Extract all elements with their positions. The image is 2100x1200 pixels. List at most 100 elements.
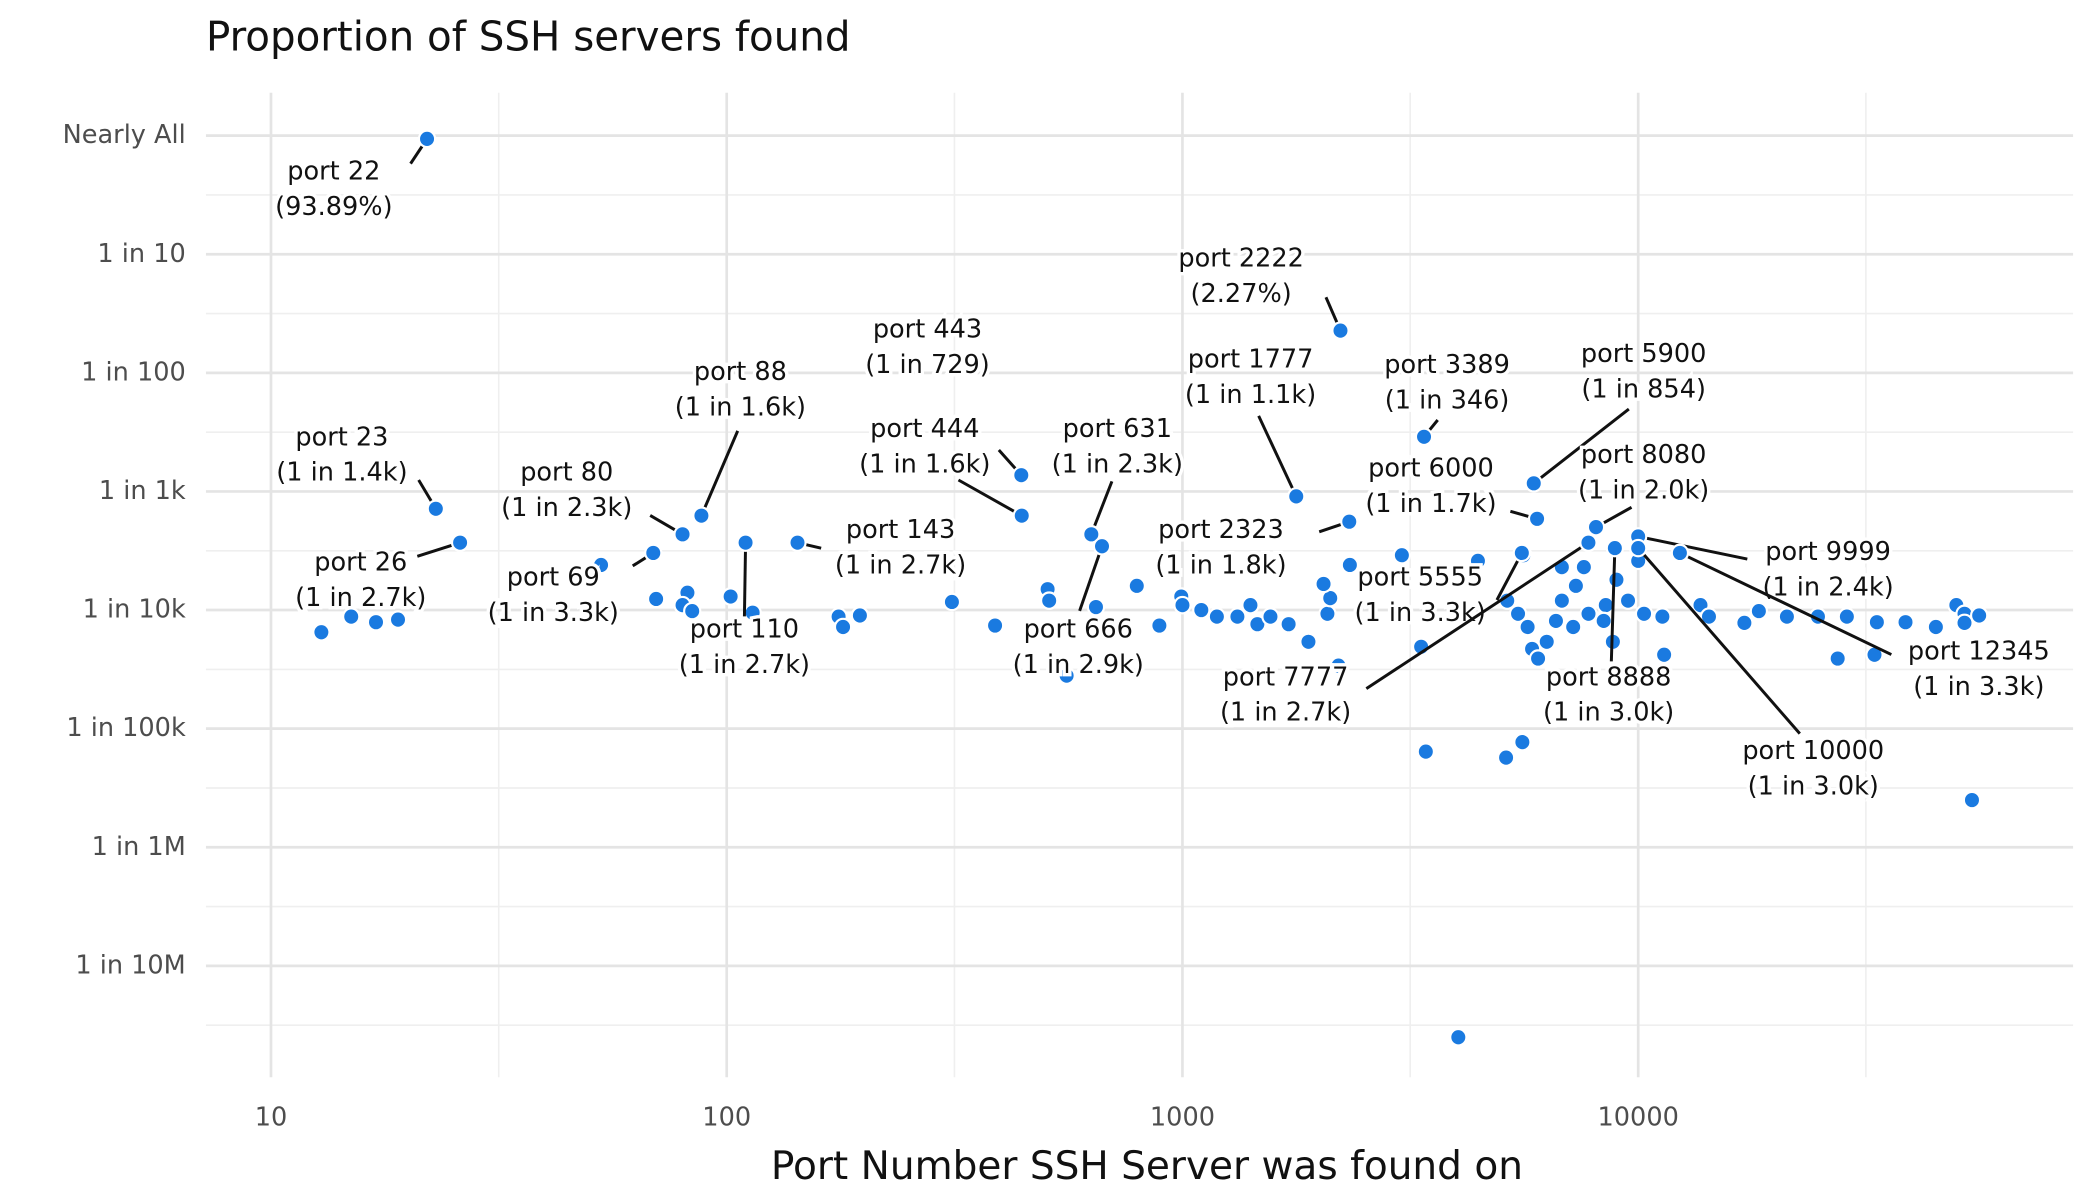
- point: [1634, 604, 1654, 624]
- point: [1228, 607, 1247, 626]
- point: [1318, 604, 1337, 624]
- point: [1449, 1028, 1468, 1047]
- point: [644, 543, 663, 563]
- x-axis-label: Port Number SSH Server was found on: [771, 1144, 1523, 1189]
- point: [1279, 614, 1298, 634]
- point: [1552, 591, 1572, 610]
- annotation-label: (1 in 729): [865, 350, 990, 380]
- point: [1594, 611, 1613, 631]
- point: [1416, 742, 1435, 761]
- point: [1962, 790, 1982, 810]
- point: [1057, 666, 1076, 685]
- y-tick-label: 1 in 100: [81, 357, 186, 387]
- chart-title: Proportion of SSH servers found: [206, 12, 851, 60]
- x-tick-label: 1000: [1150, 1103, 1215, 1133]
- annotation-label: port 6000: [1368, 453, 1494, 483]
- point: [1086, 597, 1106, 617]
- point: [1777, 607, 1797, 626]
- point: [1192, 600, 1211, 620]
- annotation-label: port 23: [295, 422, 388, 452]
- annotation-label: (1 in 2.7k): [1220, 698, 1351, 728]
- point: [1566, 576, 1586, 596]
- point: [1012, 465, 1031, 485]
- point: [1955, 613, 1974, 633]
- point: [1574, 557, 1594, 577]
- leader-line: [1637, 535, 1748, 561]
- annotation-label: port 88: [694, 357, 787, 387]
- point: [1261, 607, 1280, 626]
- point: [683, 601, 702, 621]
- leader-line: [1637, 547, 1801, 735]
- annotation-label: port 110: [690, 614, 799, 644]
- point: [1670, 543, 1690, 563]
- point: [1629, 538, 1648, 558]
- annotation-label: port 69: [507, 563, 600, 593]
- annotation-label: port 12345: [1908, 636, 2050, 666]
- point: [1586, 517, 1606, 537]
- annotation-label: port 443: [873, 314, 982, 344]
- annotation-label: (93.89%): [275, 192, 392, 222]
- point: [1392, 545, 1412, 565]
- point: [1518, 617, 1537, 637]
- y-tick-label: 1 in 10M: [75, 950, 185, 980]
- point: [1537, 632, 1556, 652]
- annotation-label: port 631: [1063, 414, 1172, 444]
- annotation-label: port 80: [520, 458, 613, 488]
- leader-line: [700, 430, 740, 517]
- leader-line: [1365, 541, 1590, 690]
- annotation-label: port 8888: [1546, 662, 1672, 692]
- annotation-label: (1 in 3.3k): [1913, 672, 2044, 702]
- point: [1926, 617, 1946, 637]
- annotation-label: port 9999: [1765, 537, 1891, 567]
- point: [1241, 595, 1260, 615]
- point: [388, 610, 408, 629]
- point: [1605, 538, 1625, 558]
- point: [1207, 607, 1227, 626]
- point: [1127, 576, 1146, 596]
- annotation-label: port 26: [314, 548, 407, 578]
- point: [1837, 607, 1857, 626]
- annotation-label: port 3389: [1384, 350, 1510, 380]
- point: [417, 129, 437, 149]
- annotation-label: (1 in 2.7k): [295, 583, 426, 613]
- point: [646, 589, 666, 609]
- annotation-label: port 666: [1024, 614, 1133, 644]
- point: [692, 506, 711, 525]
- point: [450, 533, 470, 552]
- x-tick-label: 10: [255, 1103, 288, 1133]
- point: [1749, 601, 1769, 621]
- point: [1607, 570, 1626, 590]
- point: [1287, 487, 1306, 506]
- point: [942, 592, 962, 612]
- annotation-label: port 444: [870, 414, 979, 444]
- annotation-label: (1 in 2.3k): [501, 493, 632, 523]
- annotation-label: port 22: [287, 156, 380, 186]
- y-tick-label: 1 in 100k: [66, 713, 186, 743]
- point: [1329, 656, 1348, 675]
- leader-line: [1257, 415, 1298, 498]
- leader-line: [1078, 545, 1104, 612]
- annotation-label: (1 in 1.4k): [276, 458, 407, 488]
- annotation-label: (1 in 2.9k): [1013, 650, 1144, 680]
- point: [788, 533, 807, 552]
- point: [1527, 509, 1547, 529]
- point: [1564, 617, 1583, 637]
- annotation-label: (1 in 1.8k): [1155, 550, 1286, 580]
- annotation-label: port 7777: [1223, 662, 1349, 692]
- point: [1508, 604, 1528, 624]
- annotation-label: (1 in 2.3k): [1052, 449, 1183, 479]
- point: [1699, 607, 1719, 626]
- point: [312, 622, 331, 642]
- point: [1331, 321, 1350, 340]
- annotation-label: (1 in 3.3k): [488, 598, 619, 628]
- point: [1340, 512, 1359, 531]
- annotation-label: port 10000: [1742, 736, 1884, 766]
- point: [1579, 604, 1598, 624]
- leader-line: [742, 542, 748, 617]
- y-tick-label: 1 in 10: [97, 239, 185, 269]
- point: [1040, 591, 1059, 610]
- leader-line: [957, 478, 1023, 517]
- annotation-label: (1 in 3.0k): [1748, 771, 1879, 801]
